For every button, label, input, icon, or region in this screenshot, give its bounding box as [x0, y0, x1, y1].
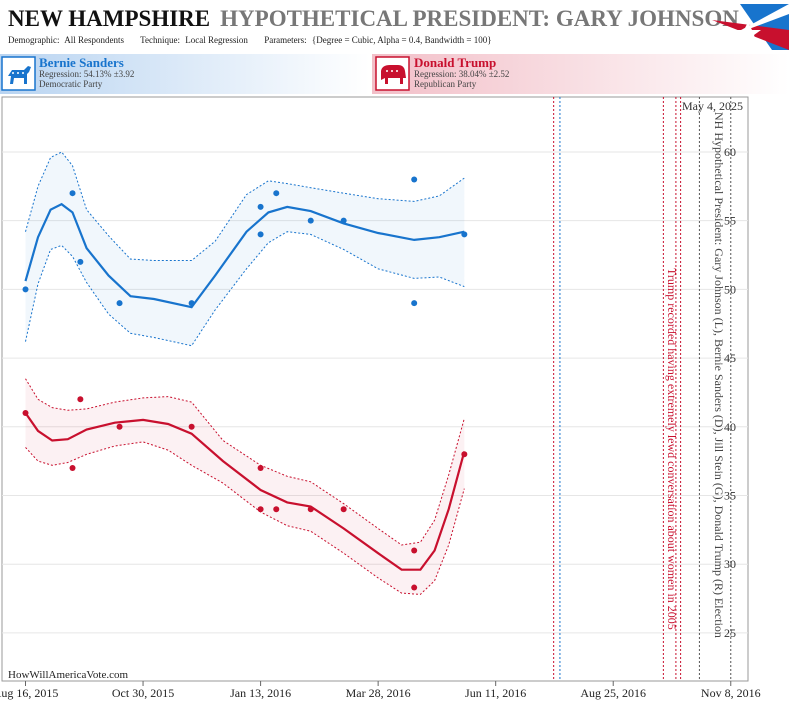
y-tick-label: 45 — [724, 351, 736, 365]
sanders-poll-point — [411, 300, 418, 307]
x-tick-label: Jan 13, 2016 — [230, 686, 291, 700]
trump-poll-point — [69, 465, 76, 472]
trump-poll-point — [461, 451, 468, 458]
x-tick-label: Aug 25, 2016 — [580, 686, 646, 700]
watermark: HowWillAmericaVote.com — [8, 669, 128, 681]
sanders-banner — [0, 54, 370, 94]
series-layer — [22, 151, 468, 595]
elephant-icon — [375, 56, 410, 91]
event-annotation: Trump recorded having extremely lewd con… — [665, 268, 679, 630]
parameters-label: Parameters: — [264, 35, 306, 45]
title-rest: HYPOTHETICAL PRESIDENT: GARY JOHNSON — [220, 6, 739, 31]
sanders-lower-bound — [25, 231, 465, 347]
sanders-upper-bound — [25, 151, 465, 261]
y-tick-label: 40 — [724, 420, 736, 434]
x-tick-label: Jun 11, 2016 — [465, 686, 526, 700]
x-tick-label: Nov 8, 2016 — [701, 686, 761, 700]
demographic-label: Demographic: — [8, 35, 59, 45]
sanders-poll-point — [273, 190, 280, 197]
event-lines — [553, 97, 732, 681]
sanders-party: Democratic Party — [39, 79, 103, 89]
trump-poll-point — [77, 396, 84, 403]
plot-area — [1, 96, 749, 682]
y-tick-label: 50 — [724, 282, 736, 296]
parameters-value: {Degree = Cubic, Alpha = 0.4, Bandwidth … — [312, 35, 492, 45]
x-tick-label: Oct 30, 2015 — [112, 686, 174, 700]
sanders-poll-point — [116, 300, 123, 307]
sanders-regression: Regression: 54.13% ±3.92 — [39, 69, 134, 79]
sanders-name: Bernie Sanders — [39, 55, 124, 70]
grid-layer — [2, 151, 748, 634]
flag-logo — [712, 4, 789, 50]
trump-poll-point — [411, 547, 418, 554]
trump-poll-point — [257, 506, 264, 513]
donkey-icon — [1, 56, 36, 91]
x-tick-label: Aug 16, 2015 — [0, 686, 58, 700]
trump-banner — [372, 54, 789, 94]
trump-poll-point — [22, 410, 29, 417]
technique-value: Local Regression — [185, 35, 248, 45]
trump-poll-point — [411, 584, 418, 591]
trump-regression: Regression: 38.04% ±2.52 — [414, 69, 509, 79]
trump-party: Republican Party — [414, 79, 477, 89]
sanders-poll-point — [411, 176, 418, 183]
y-axis: 25 30 35 40 45 50 55 60 — [724, 145, 736, 640]
trump-poll-point — [257, 465, 264, 472]
technique-label: Technique: — [140, 35, 180, 45]
sanders-poll-point — [22, 286, 29, 293]
sanders-poll-point — [257, 203, 264, 210]
title-state: NEW HAMPSHIRE — [8, 6, 210, 31]
sanders-poll-point — [69, 190, 76, 197]
trump-name: Donald Trump — [414, 55, 496, 70]
trump-poll-point — [273, 506, 280, 513]
sanders-poll-point — [77, 258, 84, 265]
sanders-poll-point — [188, 300, 195, 307]
trump-trend-line — [24, 412, 466, 571]
side-label: NH Hypothetical President: Gary Johnson … — [712, 112, 726, 638]
date-stamp: May 4, 2025 — [682, 99, 743, 113]
sanders-trend-line — [24, 202, 465, 309]
y-tick-label: 30 — [724, 557, 736, 571]
trump-upper-bound — [25, 378, 465, 546]
sanders-poll-point — [461, 231, 468, 238]
trump-poll-point — [340, 506, 347, 513]
sanders-poll-point — [307, 217, 314, 224]
y-tick-label: 35 — [724, 488, 736, 502]
sanders-poll-point — [257, 231, 264, 238]
y-tick-label: 25 — [724, 626, 736, 640]
trump-lower-bound — [25, 441, 465, 595]
x-axis: Aug 16, 2015 Oct 30, 2015 Jan 13, 2016 Mar … — [0, 681, 761, 700]
trump-poll-point — [188, 423, 195, 430]
x-tick-label: Mar 28, 2016 — [346, 686, 411, 700]
demographic-value: All Respondents — [64, 35, 124, 45]
trump-confidence-band — [25, 378, 465, 595]
y-tick-label: 60 — [724, 145, 736, 159]
parameters-line: Demographic: All Respondents Technique: … — [8, 35, 492, 45]
trump-poll-point — [307, 506, 314, 513]
y-tick-label: 55 — [724, 214, 736, 228]
sanders-poll-point — [340, 217, 347, 224]
page-title: NEW HAMPSHIRE HYPOTHETICAL PRESIDENT: GA… — [8, 6, 739, 31]
trump-poll-point — [116, 423, 123, 430]
